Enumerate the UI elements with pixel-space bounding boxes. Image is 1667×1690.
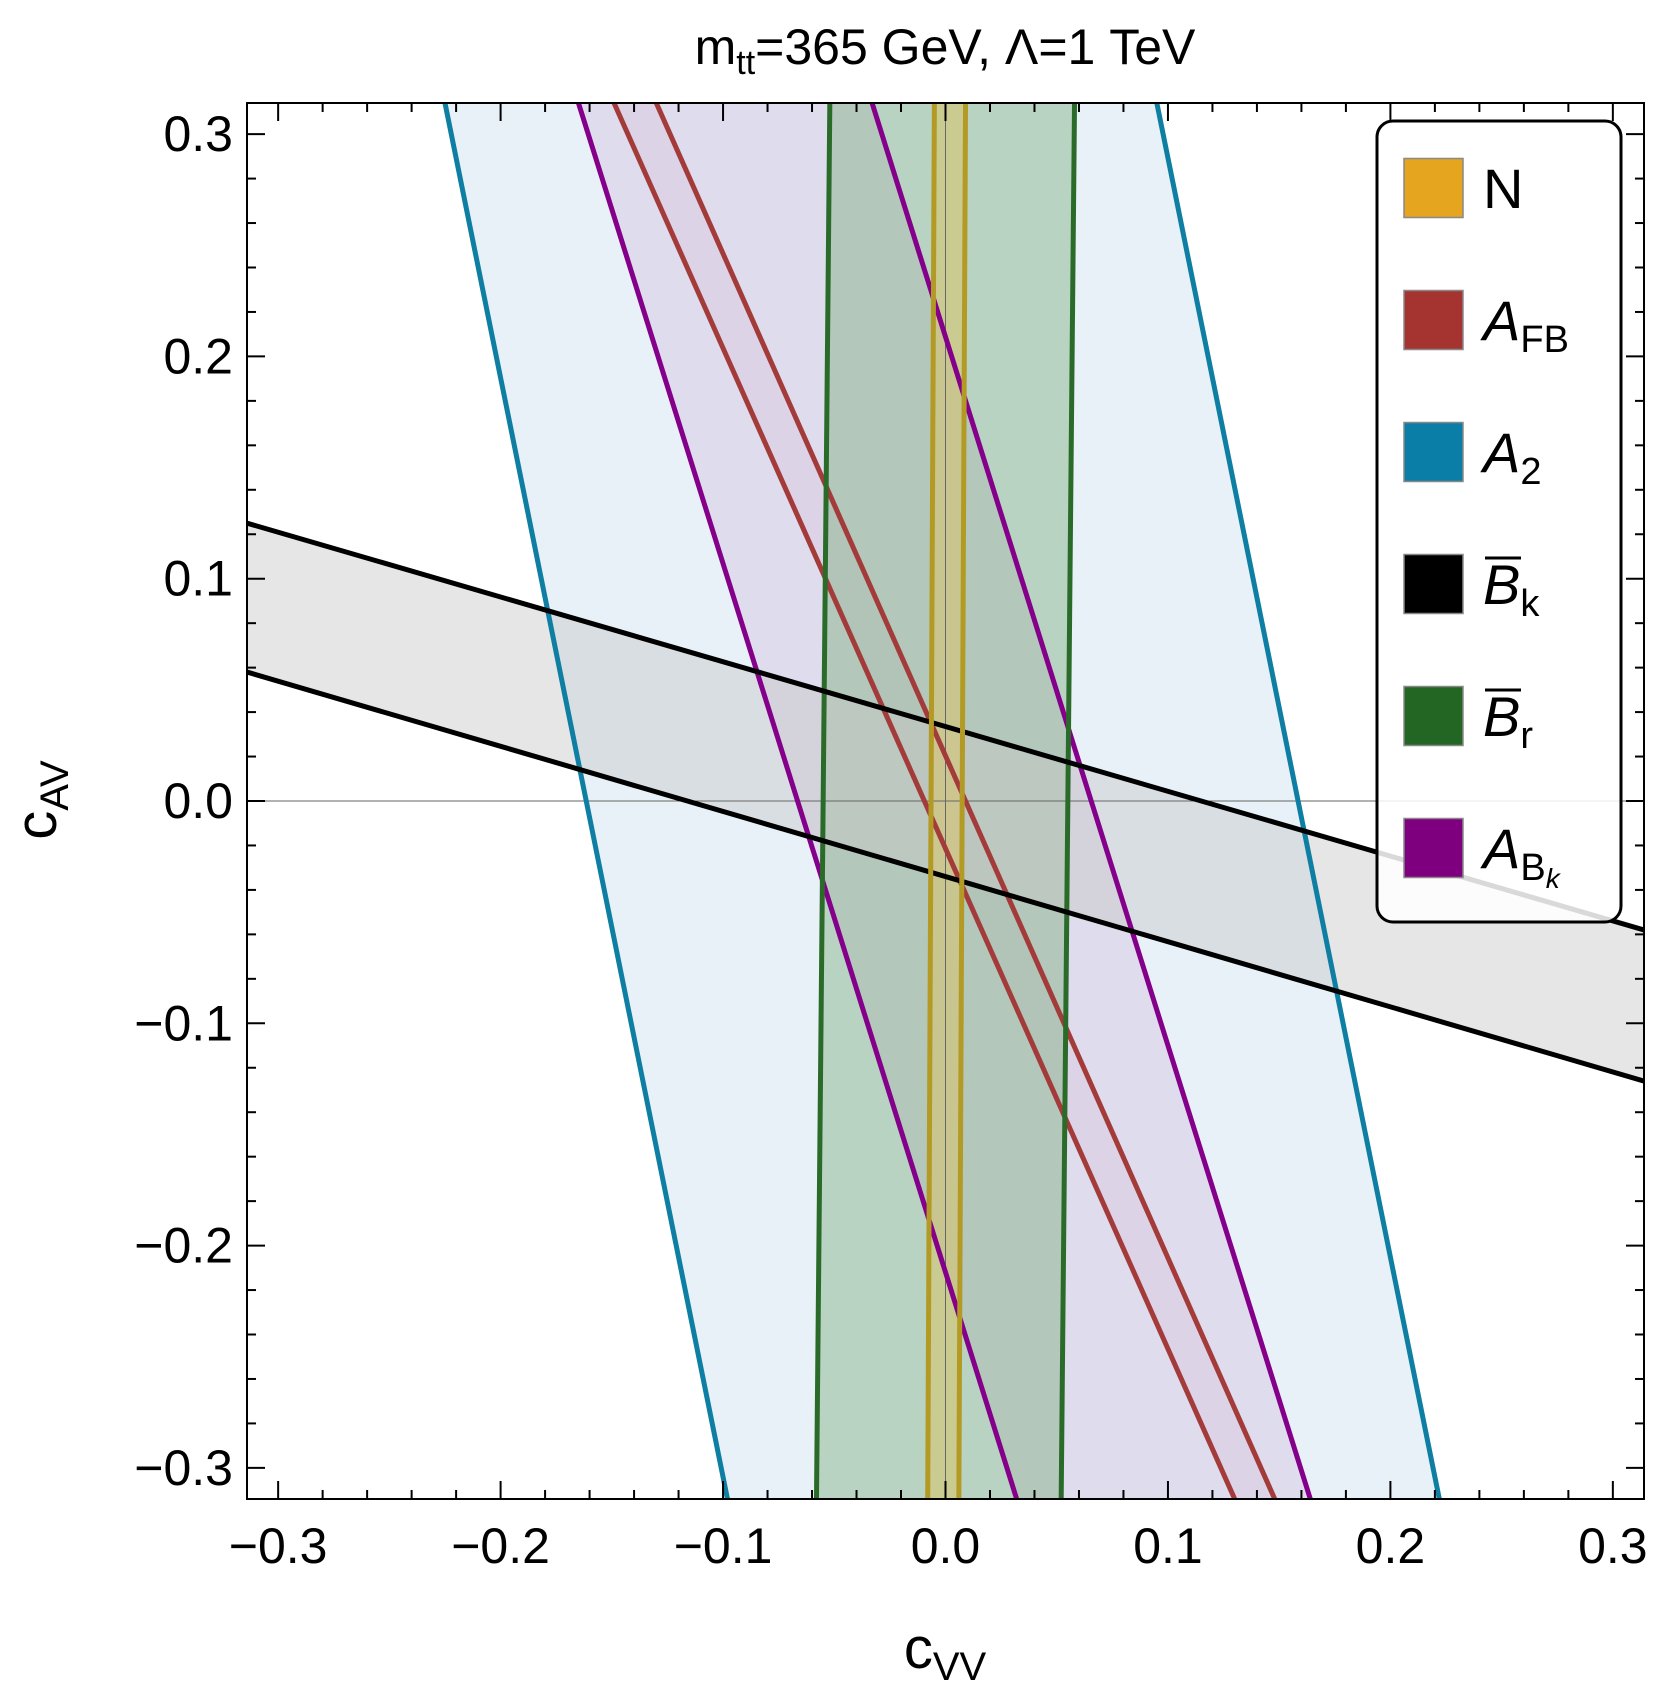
legend-label-ABk: ABk	[1480, 817, 1562, 894]
legend-swatch-N	[1403, 157, 1464, 219]
x-tick-label: 0.1	[1133, 1518, 1203, 1574]
boundary-Bk-2	[247, 669, 1644, 1084]
boundary-Br-2	[1058, 103, 1078, 1499]
x-tick-label: −0.3	[229, 1518, 328, 1574]
legend-item-A2: A2	[1403, 421, 1542, 493]
x-tick-label: −0.1	[674, 1518, 773, 1574]
x-axis-label-main: c	[904, 1616, 933, 1681]
x-tick-label: 0.2	[1356, 1518, 1426, 1574]
chart-title-main: m	[695, 19, 737, 75]
y-tick-label: 0.2	[163, 328, 233, 384]
ticks	[247, 103, 1644, 1499]
boundary-AFB-1	[611, 103, 1238, 1499]
tick-labels: −0.3 −0.2 −0.1 0.0 0.1 0.2 0.3 −0.3 −0.2 −0.1 0.0 0…	[134, 106, 1647, 1574]
x-tick-label: −0.2	[451, 1518, 550, 1574]
legend-item-N: N	[1403, 157, 1523, 220]
x-axis-label: cVV	[904, 1616, 987, 1689]
boundary-Br-1	[813, 103, 833, 1499]
y-tick-label: −0.3	[134, 1440, 233, 1496]
boundaries	[247, 103, 1644, 1499]
y-tick-label: −0.1	[134, 995, 233, 1051]
plot-area: −0.3 −0.2 −0.1 0.0 0.1 0.2 0.3 −0.3 −0.2 −0.1 0.0 0…	[134, 102, 1648, 1574]
legend-swatch-A2	[1403, 421, 1464, 483]
chart-title: mtt=365 GeV, Λ=1 TeV	[695, 19, 1196, 82]
boundary-ABk-2	[869, 103, 1313, 1499]
legend-label-Bk: Bk	[1483, 553, 1540, 625]
legend: N AFB A2 Bk Br ABk	[1375, 119, 1623, 924]
legend-label-Br: Br	[1483, 685, 1533, 757]
y-tick-label: 0.0	[163, 773, 233, 829]
boundary-A2-1	[442, 103, 730, 1499]
legend-swatch-Bk	[1403, 553, 1464, 615]
legend-label-AFB: AFB	[1480, 289, 1569, 361]
y-tick-label: 0.1	[163, 551, 233, 607]
legend-frame	[1375, 119, 1623, 924]
x-axis-label-sub: VV	[933, 1645, 987, 1689]
legend-item-Br: Br	[1403, 685, 1533, 757]
x-tick-label: 0.0	[911, 1518, 981, 1574]
chart-title-rest: =365 GeV, Λ=1 TeV	[755, 19, 1196, 75]
legend-items: N AFB A2 Bk Br ABk	[1403, 157, 1569, 894]
boundary-N-2	[956, 103, 969, 1499]
legend-item-ABk: ABk	[1403, 817, 1562, 894]
boundary-N-1	[925, 103, 937, 1499]
boundary-AFB-2	[653, 103, 1278, 1499]
boundary-ABk-1	[575, 103, 1020, 1499]
x-tick-label: 0.3	[1578, 1518, 1648, 1574]
y-axis-label-sub: AV	[33, 760, 77, 811]
y-axis-label: cAV	[4, 760, 77, 840]
legend-label-A2: A2	[1480, 421, 1542, 493]
legend-swatch-AFB	[1403, 289, 1464, 351]
y-tick-label: 0.3	[163, 106, 233, 162]
legend-item-AFB: AFB	[1403, 289, 1569, 361]
y-axis-label-main: c	[4, 811, 69, 840]
legend-swatch-Br	[1403, 685, 1464, 747]
legend-label-N: N	[1483, 157, 1523, 220]
chart-title-sub: tt	[736, 44, 755, 82]
legend-item-Bk: Bk	[1403, 553, 1540, 625]
boundary-A2-2	[1154, 103, 1442, 1499]
legend-swatch-ABk	[1403, 817, 1464, 879]
y-tick-label: −0.2	[134, 1218, 233, 1274]
